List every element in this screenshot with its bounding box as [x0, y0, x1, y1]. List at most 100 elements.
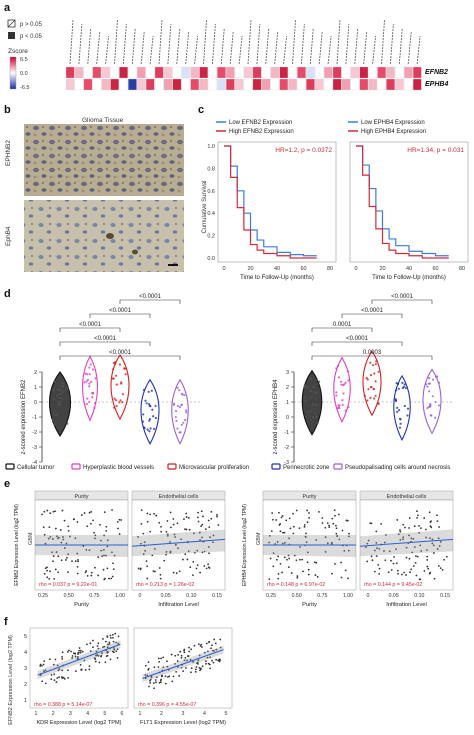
f-scatter-point: [178, 674, 181, 677]
heatmap-cell: [412, 66, 422, 79]
e-strip-label: Endothelial cells: [159, 494, 199, 500]
e-scatter-point: [60, 559, 63, 562]
e-xtick: 0.10: [186, 593, 196, 599]
heatmap-column-label-mark: [87, 27, 92, 65]
heatmap-cell: [288, 78, 297, 91]
f-scatter-point: [149, 679, 151, 682]
e-scatter-point: [217, 524, 220, 526]
violin-point: [118, 363, 122, 366]
e-scatter-point: [169, 551, 172, 554]
f-scatter-point: [213, 638, 216, 641]
e-scatter-point: [192, 560, 195, 563]
heatmap-cell: [377, 78, 386, 91]
f-scatter-point: [183, 651, 186, 654]
heatmap-cell: [332, 66, 342, 79]
e-ci-band: [35, 535, 128, 557]
f-scatter-point: [39, 663, 42, 666]
f-scatter-point: [157, 666, 160, 668]
violin-point: [143, 427, 146, 430]
e-scatter-point: [146, 512, 149, 515]
e-scatter-point: [184, 528, 186, 531]
f-scatter-point: [67, 677, 69, 679]
f-scatter-point: [50, 674, 53, 676]
violin-point: [59, 393, 62, 396]
e-scatter-point: [416, 516, 419, 519]
e-scatter-point: [346, 519, 349, 522]
e-scatter-point: [216, 515, 218, 518]
e-scatter-point: [414, 546, 416, 548]
e-xlabel: Purity: [302, 602, 317, 608]
e-scatter-point: [165, 530, 168, 533]
f-scatter-point: [196, 662, 198, 665]
violin-point: [91, 391, 95, 394]
violin-point: [369, 396, 372, 399]
e-scatter-point: [48, 526, 51, 529]
f-scatter-point: [186, 659, 188, 662]
violin-point: [315, 378, 319, 381]
e-scatter-point: [338, 538, 341, 541]
e-scatter-point: [269, 557, 272, 560]
e-scatter-point: [62, 538, 65, 541]
e-scatter-point: [207, 519, 210, 522]
violin-point: [61, 390, 64, 394]
heatmap-cell: [199, 78, 208, 91]
f-scatter-point: [116, 657, 119, 659]
f-scatter-point: [179, 650, 182, 653]
f-scatter-point: [117, 635, 120, 638]
violin-point: [149, 427, 152, 430]
violin-ytick: 1: [34, 385, 37, 391]
km-curve: [224, 145, 317, 257]
e-scatter-point: [100, 549, 103, 552]
f-xtick: 4: [203, 711, 206, 717]
e-scatter-point: [116, 520, 119, 523]
e-scatter-point: [149, 530, 152, 533]
violin-point: [398, 426, 402, 429]
km-xlabel: Time to Follow-Up (months): [240, 275, 314, 281]
e-scatter-point: [418, 525, 420, 527]
heatmap-column-label-mark: [176, 27, 181, 65]
f-scatter-point: [61, 669, 64, 672]
e-scatter-point: [347, 577, 349, 580]
f-scatter-point: [102, 638, 104, 640]
e-scatter-point: [277, 577, 280, 580]
f-scatter-point: [112, 647, 115, 649]
heatmap-column-label-mark: [140, 31, 145, 65]
e-scatter-point: [69, 535, 71, 538]
e-scatter-point: [166, 533, 169, 536]
e-scatter-point: [378, 567, 381, 570]
violin-point: [341, 399, 344, 402]
violin-point: [406, 407, 410, 410]
heatmap-column-label-mark: [345, 23, 350, 65]
heatmap-cell: [270, 78, 280, 91]
e-scatter-point: [413, 525, 416, 528]
e-scatter-point: [153, 570, 156, 573]
violin-point: [151, 408, 154, 411]
km-ylabel: Cumulative Survival: [202, 180, 208, 233]
violin-point: [141, 420, 145, 423]
violin-ytick: 1: [286, 400, 289, 406]
violin-ytick: -3: [284, 460, 289, 466]
heatmap-cell: [208, 78, 217, 91]
f-scatter-point: [48, 658, 51, 661]
heatmap-cell: [404, 78, 413, 91]
violin-point: [89, 363, 92, 366]
f-scatter-point: [153, 666, 156, 669]
f-scatter-point: [183, 649, 186, 652]
heatmap-cell: [101, 66, 111, 79]
e-ylabel: EPHB4 Expression Level (log2 TPM): [242, 504, 248, 586]
violin-point: [367, 388, 370, 391]
e-scatter-point: [199, 571, 202, 574]
e-scatter-point: [367, 539, 370, 542]
zscore-tick-high: 6.5: [20, 57, 28, 63]
e-scatter-point: [53, 577, 56, 580]
e-scatter-point: [139, 567, 142, 570]
heatmap-cell: [377, 66, 386, 79]
heatmap-cell: [128, 78, 137, 91]
heatmap-cell: [92, 78, 102, 91]
f-scatter-point: [88, 668, 91, 671]
e-scatter-point: [97, 574, 99, 577]
f-scatter-point: [74, 655, 77, 658]
violin-ytick: -2: [284, 445, 289, 451]
violin-point: [398, 409, 401, 412]
f-xtick: 3: [69, 711, 72, 717]
